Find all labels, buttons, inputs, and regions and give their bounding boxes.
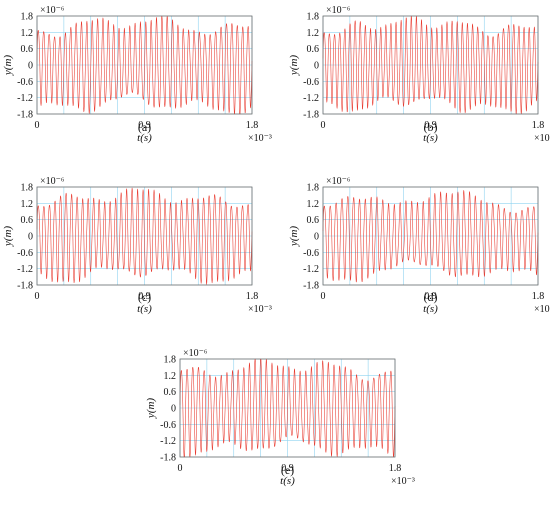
x-tick-label: 0 bbox=[35, 120, 40, 131]
y-exponent: ×10⁻⁶ bbox=[326, 5, 351, 16]
y-tick-label: -0.6 bbox=[303, 248, 319, 259]
x-exponent: ×10⁻³ bbox=[248, 304, 272, 315]
x-exponent: ×10⁻³ bbox=[534, 304, 550, 315]
x-tick-label: 1.8 bbox=[246, 120, 259, 131]
x-tick-label: 0.9 bbox=[424, 291, 437, 302]
y-tick-label: 0.6 bbox=[307, 44, 320, 55]
x-tick-label: 0.9 bbox=[138, 120, 151, 131]
y-axis-label: y(m) bbox=[2, 226, 14, 247]
y-tick-label: 0.6 bbox=[21, 215, 34, 226]
y-tick-label: 0 bbox=[28, 232, 33, 243]
series-line bbox=[36, 15, 253, 115]
y-tick-label: 1.8 bbox=[21, 183, 34, 194]
x-axis-label: t(s) bbox=[137, 132, 152, 144]
y-tick-label: -1.2 bbox=[17, 264, 33, 275]
plot-frame bbox=[322, 15, 539, 115]
panel-e: 1.81.20.60-0.6-1.2-1.80 0.9 1.8×10⁻⁶×10⁻³t… bbox=[145, 348, 415, 487]
y-tick-label: 1.2 bbox=[307, 199, 320, 210]
x-tick-label: 0 bbox=[321, 291, 326, 302]
panel-caption: (a) bbox=[138, 120, 151, 134]
y-exponent: ×10⁻⁶ bbox=[326, 176, 351, 187]
panel-caption: (e) bbox=[281, 463, 294, 477]
y-tick-label: 0.6 bbox=[164, 387, 177, 398]
y-tick-label: 1.8 bbox=[164, 355, 177, 366]
y-axis-label: y(m) bbox=[2, 55, 14, 76]
panel-caption: (d) bbox=[424, 290, 438, 304]
y-tick-label: -1.2 bbox=[160, 436, 176, 447]
y-tick-label: -1.8 bbox=[17, 281, 33, 292]
y-tick-label: 0 bbox=[314, 232, 319, 243]
x-tick-label: 0 bbox=[35, 291, 40, 302]
y-tick-label: -1.8 bbox=[17, 110, 33, 121]
plot-frame bbox=[36, 15, 253, 115]
y-tick-label: -0.6 bbox=[303, 77, 319, 88]
y-tick-label: 0 bbox=[28, 61, 33, 72]
x-exponent: ×10⁻³ bbox=[248, 133, 272, 144]
x-tick-label: 1.8 bbox=[389, 463, 402, 474]
panel-c: 1.81.20.60-0.6-1.2-1.80 0.9 1.8×10⁻⁶×10⁻³t… bbox=[2, 176, 272, 315]
y-tick-label: -1.8 bbox=[303, 281, 319, 292]
x-tick-label: 1.8 bbox=[532, 120, 545, 131]
y-tick-label: 0.6 bbox=[307, 215, 320, 226]
y-tick-label: 1.8 bbox=[21, 12, 34, 23]
x-axis-label: t(s) bbox=[137, 303, 152, 315]
y-exponent: ×10⁻⁶ bbox=[40, 5, 65, 16]
panel-b: 1.81.20.60-0.6-1.2-1.800.91.8×10⁻⁶×10⁻³t… bbox=[288, 5, 550, 144]
y-axis-label: y(m) bbox=[145, 398, 157, 419]
x-axis-label: t(s) bbox=[423, 303, 438, 315]
y-tick-label: 1.8 bbox=[307, 183, 320, 194]
series-line bbox=[36, 187, 253, 285]
x-tick-label: 0.9 bbox=[424, 120, 437, 131]
y-tick-label: -1.8 bbox=[303, 110, 319, 121]
y-tick-label: 0 bbox=[314, 61, 319, 72]
series-line bbox=[322, 15, 539, 115]
y-tick-label: -0.6 bbox=[17, 77, 33, 88]
y-tick-label: 1.2 bbox=[21, 28, 34, 39]
y-tick-label: -1.2 bbox=[303, 264, 319, 275]
y-tick-label: -1.2 bbox=[17, 93, 33, 104]
y-tick-label: 0.6 bbox=[21, 44, 34, 55]
y-exponent: ×10⁻⁶ bbox=[40, 176, 65, 187]
y-tick-label: 0 bbox=[171, 404, 176, 415]
y-tick-label: -1.8 bbox=[160, 453, 176, 464]
y-tick-label: -0.6 bbox=[17, 248, 33, 259]
y-tick-label: 1.2 bbox=[21, 199, 34, 210]
x-tick-label: 0.9 bbox=[281, 463, 294, 474]
y-tick-label: 1.2 bbox=[164, 371, 177, 382]
x-tick-label: 1.8 bbox=[246, 291, 259, 302]
y-axis-label: y(m) bbox=[288, 226, 300, 247]
y-tick-label: -0.6 bbox=[160, 420, 176, 431]
y-tick-label: 1.8 bbox=[307, 12, 320, 23]
series-line bbox=[322, 190, 539, 283]
panel-d: 1.81.20.60-0.6-1.2-1.800.91.8×10⁻⁶×10⁻³t… bbox=[288, 176, 550, 315]
x-axis-label: t(s) bbox=[280, 475, 295, 487]
x-axis-label: t(s) bbox=[423, 132, 438, 144]
panel-a: 1.81.20.60-0.6-1.2-1.80 0.9 1.8×10⁻⁶×10⁻³t… bbox=[2, 5, 272, 144]
panel-caption: (c) bbox=[138, 290, 151, 304]
x-tick-label: 0.9 bbox=[138, 291, 151, 302]
x-exponent: ×10⁻³ bbox=[391, 476, 415, 487]
plot-frame bbox=[36, 186, 253, 286]
panel-caption: (b) bbox=[424, 120, 438, 134]
x-tick-label: 0 bbox=[321, 120, 326, 131]
series-line bbox=[179, 358, 396, 458]
y-exponent: ×10⁻⁶ bbox=[183, 348, 208, 359]
y-tick-label: -1.2 bbox=[303, 93, 319, 104]
plot-frame bbox=[179, 358, 396, 458]
x-tick-label: 1.8 bbox=[532, 291, 545, 302]
x-tick-label: 0 bbox=[178, 463, 183, 474]
y-axis-label: y(m) bbox=[288, 55, 300, 76]
plot-frame bbox=[322, 186, 539, 286]
x-exponent: ×10⁻³ bbox=[534, 133, 550, 144]
y-tick-label: 1.2 bbox=[307, 28, 320, 39]
